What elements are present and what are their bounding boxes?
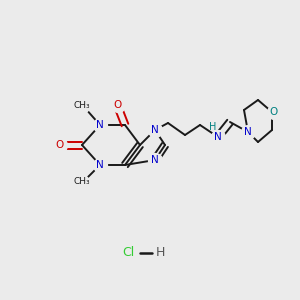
Text: O: O (114, 100, 122, 110)
Text: N: N (151, 125, 159, 135)
Text: Cl: Cl (122, 247, 134, 260)
Text: N: N (151, 155, 159, 165)
Text: CH₃: CH₃ (74, 178, 90, 187)
Text: N: N (244, 127, 252, 137)
Text: O: O (56, 140, 64, 150)
Text: N: N (96, 120, 104, 130)
Text: N: N (96, 160, 104, 170)
Text: H: H (155, 247, 165, 260)
Text: H: H (209, 122, 217, 132)
Text: O: O (270, 107, 278, 117)
Text: CH₃: CH₃ (74, 101, 90, 110)
Text: N: N (214, 132, 222, 142)
